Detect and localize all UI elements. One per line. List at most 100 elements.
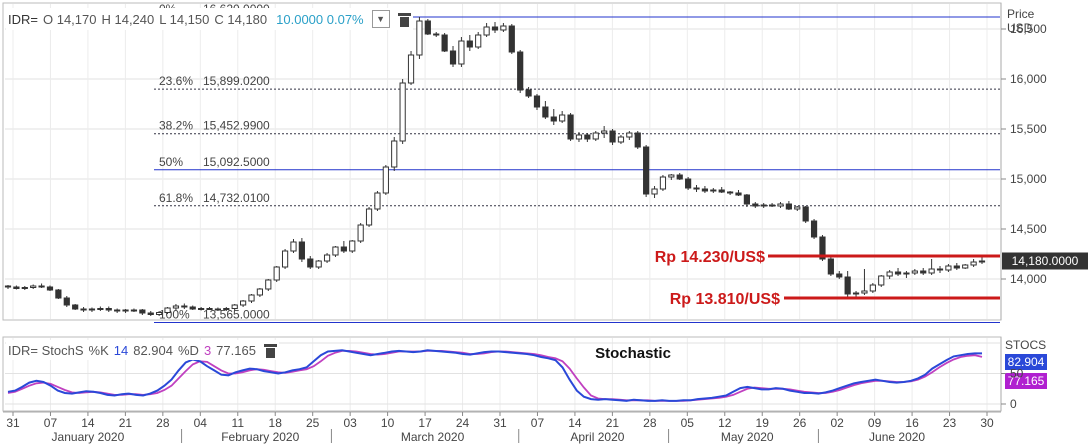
month-label: February 2020 [221, 430, 299, 444]
annotation-label: Rp 13.810/US$ [670, 291, 780, 308]
price-tick-label: 16,500 [1010, 22, 1047, 36]
candle-body [668, 174, 675, 178]
candle-body [273, 266, 280, 281]
price-tick-label: 14,000 [1010, 272, 1047, 286]
stoch-axis: STOCS 82.904 77.165 0 50 [1001, 338, 1047, 411]
month-label: June 2020 [869, 430, 925, 444]
time-tick-label: 10 [381, 416, 395, 430]
candle-body [147, 312, 154, 315]
candle-body [340, 246, 347, 252]
price-panel [2, 2, 1002, 321]
candle-body [357, 224, 364, 242]
candle-body [794, 206, 801, 210]
stoch-d-label: 77.165 [1008, 374, 1045, 388]
candle-body [449, 50, 457, 65]
time-tick-label: 07 [531, 416, 545, 430]
price-legend: IDR= O 14,170 H 14,240 L 14,150 C 14,180… [6, 8, 413, 30]
candle-body [920, 270, 927, 274]
legend-open: O 14,170 [42, 11, 97, 27]
candle-body [953, 265, 960, 269]
candle-body [903, 272, 910, 275]
trash-icon[interactable] [397, 12, 411, 27]
candle-body [88, 308, 96, 311]
candle-body [365, 208, 373, 226]
candle-body [743, 194, 750, 205]
candle-body [114, 309, 121, 312]
candle-body [475, 34, 482, 48]
candle-body [693, 187, 700, 190]
candle-body [869, 284, 876, 292]
legend-close: C 14,180 [214, 11, 268, 27]
candle-body [189, 306, 196, 310]
candle-body [256, 288, 263, 296]
trash-icon[interactable] [263, 343, 277, 358]
time-tick-label: 30 [980, 416, 994, 430]
candle-body [214, 308, 222, 311]
candle-body [827, 258, 834, 275]
stoch-legend-d-value: 77.165 [216, 342, 256, 358]
candle-body [13, 286, 20, 289]
month-label: May 2020 [721, 430, 774, 444]
price-axis-unit: USD [1007, 21, 1033, 35]
candle-body [685, 178, 692, 189]
stoch-tick-label: 50 [1010, 367, 1024, 381]
time-tick-label: 03 [343, 416, 357, 430]
stoch-legend: IDR= StochS %K 14 82.904 %D 3 77.165 [6, 340, 279, 360]
price-tick-label: 16,000 [1010, 72, 1047, 86]
fib-value-label: 15,899.0200 [203, 74, 270, 88]
time-axis: 31 07 14 21 28 04 11 18 25 03 10 17 24 31 07 14 21 28 05 12… [3, 411, 1001, 444]
candle-body [500, 25, 507, 31]
time-tick-label: 16 [905, 416, 919, 430]
fib-percent-label: 38.2% [159, 119, 193, 133]
stoch-axis-title: STOCS [1005, 338, 1046, 352]
candle-body [936, 268, 944, 271]
candle-body [878, 275, 885, 286]
support-resistance-annotations: Rp 14.230/US$ Rp 13.810/US$ [655, 249, 1000, 308]
candle-body [584, 134, 591, 140]
time-tick-label: 23 [943, 416, 957, 430]
candle-body [231, 304, 238, 309]
candle-body [156, 312, 163, 315]
candle-body [198, 308, 205, 310]
legend-low: L 14,150 [159, 11, 210, 27]
candle-body [517, 51, 524, 91]
candle-body [298, 241, 305, 260]
time-tick-label: 25 [306, 416, 320, 430]
price-tick-label: 15,000 [1010, 172, 1047, 186]
candle-body [844, 276, 851, 295]
candle-body [416, 20, 423, 56]
candle-body [290, 241, 297, 252]
chevron-down-icon[interactable]: ▼ [371, 10, 390, 28]
candle-body [533, 95, 541, 108]
candle-body [852, 292, 860, 295]
candle-body [240, 300, 247, 306]
fib-value-label: 13,565.0000 [203, 308, 270, 322]
time-tick-label: 31 [6, 416, 20, 430]
candle-body [567, 114, 574, 140]
last-price-box [1002, 252, 1088, 270]
stoch-legend-k-label: %K [88, 342, 109, 358]
candle-body [676, 174, 683, 180]
candle-body [399, 82, 406, 142]
candle-body [223, 308, 230, 310]
candle-body [38, 285, 45, 288]
fib-percent-label: 23.6% [159, 74, 193, 88]
candle-body [265, 279, 272, 290]
time-tick-label: 26 [793, 416, 807, 430]
candle-body [701, 188, 709, 192]
time-tick-label: 12 [718, 416, 732, 430]
candle-body [248, 294, 255, 302]
candle-body [836, 273, 843, 278]
candle-body [945, 265, 952, 271]
stoch-k-label: 82.904 [1008, 355, 1045, 369]
fib-percent-label: 100% [159, 308, 190, 322]
fibonacci-levels: 0%16,620.000023.6%15,899.020038.2%15,452… [154, 2, 1000, 323]
candle-body [710, 189, 717, 192]
candle-body [424, 20, 431, 35]
candle-body [643, 146, 650, 195]
candle-body [206, 308, 213, 310]
fib-value-label: 15,452.9900 [203, 119, 270, 133]
last-price-label: 14,180.0000 [1012, 254, 1079, 268]
stoch-legend-d-period: 3 [203, 342, 212, 358]
candle-body [592, 132, 599, 140]
